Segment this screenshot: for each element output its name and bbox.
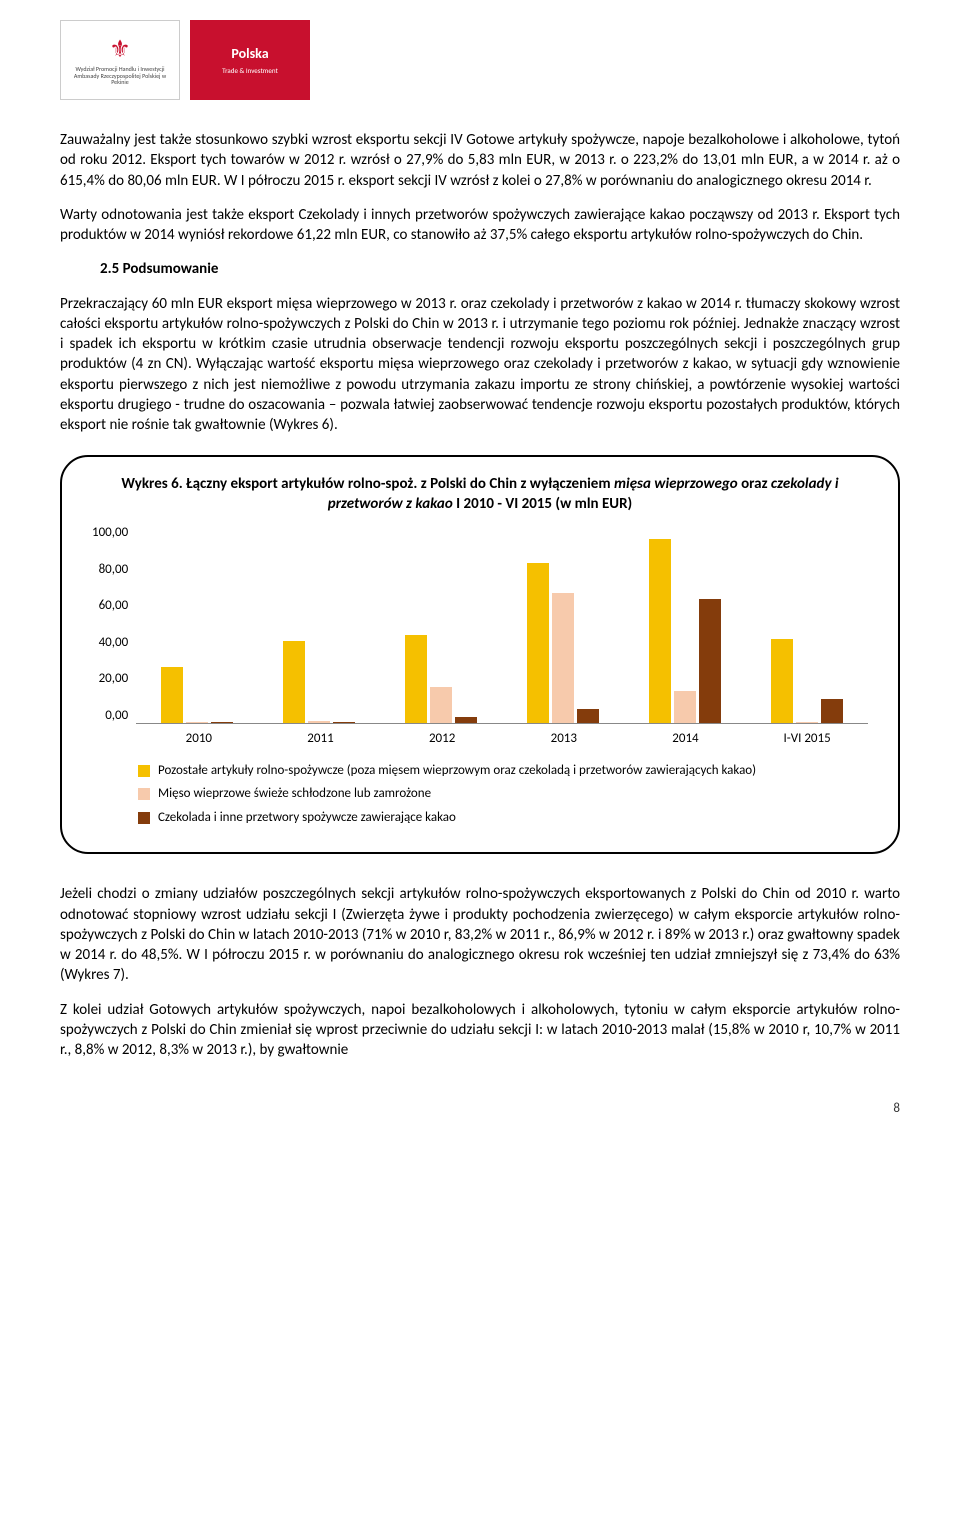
paragraph-2: Warty odnotowania jest także eksport Cze… [60,205,900,246]
eagle-icon: ⚜ [109,34,131,66]
chart-title: Wykres 6. Łączny eksport artykułów rolno… [92,475,868,514]
paragraph-3: Przekraczający 60 mln EUR eksport mięsa … [60,294,900,436]
page-number: 8 [60,1100,900,1118]
chart-x-axis: 2010 2011 20122013 2014 I-VI 2015 [138,730,868,748]
chart-plot-area: 100,00 80,00 60,00 40,00 20,00 0,00 [92,524,868,724]
bar [283,641,305,723]
section-number: 2.5 [100,260,119,278]
bar [455,717,477,723]
bar-group [383,635,500,723]
x-tick: I-VI 2015 [749,730,866,748]
y-tick: 100,00 [92,524,128,542]
y-tick: 40,00 [99,634,129,652]
bar [186,722,208,723]
bar-group [261,641,378,723]
logo-polska-sub: Trade & Investment [222,66,278,75]
x-tick: 2012 [384,730,501,748]
bar [771,639,793,723]
bar [161,667,183,723]
bar-group [505,563,622,723]
bar [649,539,671,723]
legend-label: Czekolada i inne przetwory spożywcze zaw… [158,809,456,827]
y-tick: 0,00 [105,707,128,725]
logo-embassy-text: Wydział Promocji Handlu i Inwestycji Amb… [61,66,179,86]
bar [430,687,452,723]
x-tick: 2011 [262,730,379,748]
legend-item: Czekolada i inne przetwory spożywcze zaw… [138,809,868,827]
logo-polska-brand: Polska [231,45,268,64]
section-title-text: Podsumowanie [123,260,219,278]
bar [552,593,574,723]
legend-swatch [138,788,150,800]
chart-y-axis: 100,00 80,00 60,00 40,00 20,00 0,00 [92,524,136,724]
y-tick: 60,00 [99,597,129,615]
logo-polska: Polska Trade & Investment [190,20,310,100]
bar [796,722,818,723]
chart-legend: Pozostałe artykuły rolno-spożywcze (poza… [138,762,868,827]
bar [527,563,549,723]
bar [333,722,355,723]
legend-swatch [138,812,150,824]
bar [674,691,696,723]
bar-group [139,667,256,723]
bar-group [748,639,865,723]
y-tick: 80,00 [99,561,129,579]
chart-bars [136,524,868,724]
chart-wykres-6: Wykres 6. Łączny eksport artykułów rolno… [60,455,900,854]
paragraph-5: Z kolei udział Gotowych artykułów spożyw… [60,1000,900,1061]
legend-item: Mięso wieprzowe świeże schłodzone lub za… [138,785,868,803]
x-tick: 2014 [627,730,744,748]
legend-swatch [138,765,150,777]
header-logos: ⚜ Wydział Promocji Handlu i Inwestycji A… [60,20,900,100]
y-tick: 20,00 [99,670,129,688]
paragraph-4: Jeżeli chodzi o zmiany udziałów poszczeg… [60,884,900,985]
section-heading: 2.5 Podsumowanie [100,259,900,279]
bar [405,635,427,723]
bar [308,721,330,723]
bar [821,699,843,723]
logo-embassy: ⚜ Wydział Promocji Handlu i Inwestycji A… [60,20,180,100]
x-tick: 2010 [140,730,257,748]
paragraph-1: Zauważalny jest także stosunkowo szybki … [60,130,900,191]
x-tick: 2013 [505,730,622,748]
legend-label: Pozostałe artykuły rolno-spożywcze (poza… [158,762,756,780]
bar [699,599,721,723]
bar [577,709,599,723]
legend-label: Mięso wieprzowe świeże schłodzone lub za… [158,785,431,803]
bar-group [626,539,743,723]
legend-item: Pozostałe artykuły rolno-spożywcze (poza… [138,762,868,780]
bar [211,722,233,723]
